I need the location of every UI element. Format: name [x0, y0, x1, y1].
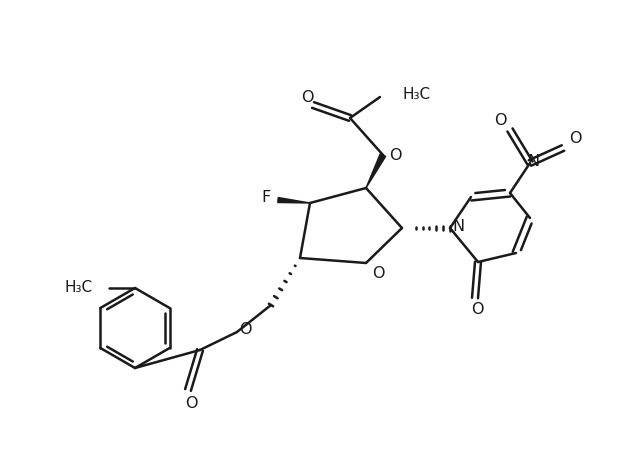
Text: H₃C: H₃C — [65, 281, 93, 296]
Text: O: O — [372, 266, 384, 281]
Text: H₃C: H₃C — [402, 86, 430, 102]
Text: N: N — [452, 219, 464, 234]
Polygon shape — [278, 197, 310, 203]
Text: O: O — [301, 89, 313, 104]
Text: O: O — [185, 395, 197, 410]
Text: O: O — [239, 321, 252, 337]
Text: F: F — [261, 189, 271, 204]
Text: O: O — [388, 148, 401, 163]
Polygon shape — [366, 154, 386, 188]
Text: O: O — [493, 112, 506, 127]
Text: N: N — [527, 154, 539, 169]
Text: O: O — [569, 131, 581, 146]
Text: O: O — [471, 303, 483, 318]
